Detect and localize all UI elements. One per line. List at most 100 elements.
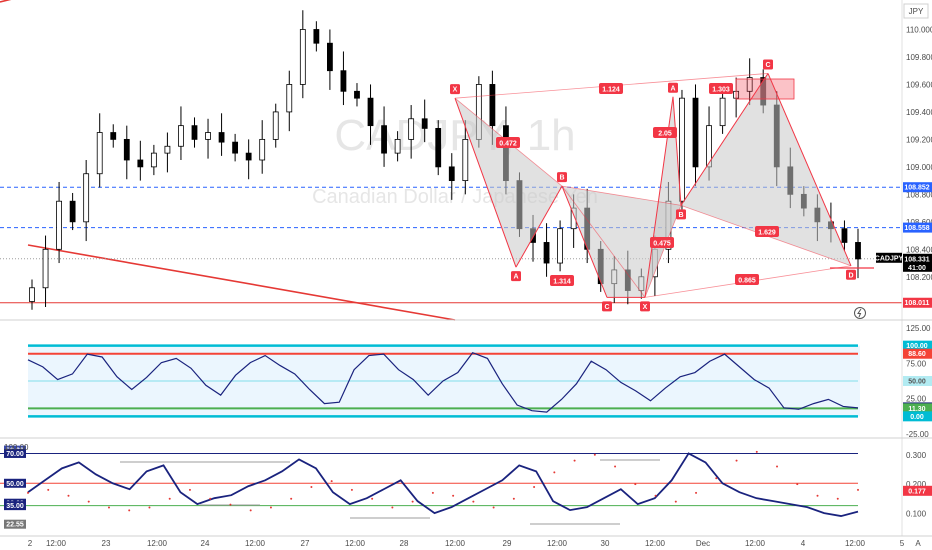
candle-up — [272, 111, 279, 140]
pattern-wing — [455, 98, 562, 268]
candle-up — [394, 138, 401, 154]
osc2-left-tag-box — [4, 519, 26, 529]
osc1-tag: 88.60 — [908, 351, 926, 358]
pattern-leg — [672, 96, 682, 206]
currency-label-box: JPY — [903, 3, 929, 19]
candle-down — [340, 70, 347, 92]
ratio-label: 1.629 — [758, 230, 776, 237]
osc2-dot — [452, 494, 455, 497]
candle-down — [421, 118, 428, 129]
ratio-box — [653, 127, 677, 138]
symbol-tag-box — [876, 252, 902, 263]
pattern-point-box — [668, 82, 678, 93]
price-tick-label: 108.800 — [906, 190, 932, 199]
pattern-leg — [767, 73, 852, 266]
ratio-box — [599, 83, 623, 94]
ratio-box — [496, 137, 520, 148]
time-axis[interactable]: 2 12:00 23 12:00 24 12:00 27 12:00 28 12:00 29 12:0… — [28, 539, 922, 548]
price-tag: 108.331 — [904, 256, 929, 263]
osc2-dot — [229, 503, 232, 506]
osc2-left-tag-box — [4, 501, 26, 511]
pattern-ratio-line — [561, 185, 646, 298]
price-tick-label: 109.800 — [906, 53, 932, 62]
time-tick-label: 2 — [28, 539, 33, 548]
pattern-leg — [454, 98, 517, 268]
price-tick-label: 109.200 — [906, 135, 932, 144]
ratio-label: 0.865 — [738, 278, 756, 285]
osc2-dot — [634, 483, 637, 486]
candle-down — [855, 242, 861, 260]
candle-up — [746, 77, 753, 92]
candle-up — [164, 145, 171, 154]
ratio-label: 0.475 — [653, 241, 671, 248]
osc2-left-tag: 50.00 — [6, 481, 24, 488]
price-tag: 108.852 — [904, 185, 929, 192]
candle-up — [408, 118, 415, 140]
pattern-point-label: A — [513, 274, 518, 281]
osc2-dot — [776, 465, 779, 468]
pattern-ratio-line — [561, 185, 682, 206]
osc1-tag-box — [903, 340, 932, 351]
oscillator-pane-1[interactable]: 125.00 75.00 25.00 -25.00 — [27, 324, 931, 439]
osc2-dot — [371, 497, 374, 500]
time-tick-label: 5 — [900, 539, 905, 548]
candle-up — [29, 287, 35, 302]
osc2-dot — [269, 506, 272, 509]
pattern-point-label: B — [678, 212, 683, 219]
candle-down — [435, 127, 442, 168]
time-tick-label: 24 — [201, 539, 210, 548]
osc2-dot — [492, 506, 495, 509]
pattern-point-label: X — [643, 304, 648, 311]
candle-down — [218, 132, 225, 143]
osc2-tick-label: 0.100 — [906, 509, 927, 518]
time-tick-label: 4 — [801, 539, 806, 548]
osc2-dot — [755, 450, 758, 453]
candle-up — [679, 97, 685, 202]
osc2-left-tag: 22.55 — [6, 522, 24, 529]
osc2-dot — [472, 500, 475, 503]
osc2-dot — [67, 494, 70, 497]
candle-down — [232, 141, 239, 154]
candle-down — [381, 125, 387, 154]
ratio-box — [650, 237, 674, 248]
candle-down — [327, 42, 333, 72]
time-tick-label: 12:00 — [845, 539, 866, 548]
osc1-tag-box — [903, 411, 932, 422]
osc2-dot — [614, 465, 617, 468]
ratio-box — [735, 274, 759, 285]
pattern-point-box — [676, 209, 686, 220]
time-tick-label: 12:00 — [245, 539, 266, 548]
time-tick-label: 12:00 — [745, 539, 766, 548]
candle-up — [150, 152, 157, 168]
candle-down — [692, 97, 699, 168]
time-tick-label: 30 — [601, 539, 610, 548]
price-tag-box — [903, 222, 932, 233]
oscillator-pane-2[interactable]: 0.300 0.200 0.100 — [0, 450, 927, 525]
osc2-dot — [431, 491, 434, 494]
osc2-dot — [593, 453, 596, 456]
osc2-dot — [209, 497, 212, 500]
axis-price-tags: 108.852 108.558 CADJPY 108.331 41:00 108.011 1… — [4, 182, 932, 529]
symbol-tag: CADJPY — [875, 255, 904, 262]
osc2-dot — [796, 483, 799, 486]
harmonic-pattern[interactable]: X A B C X A B C D 0.472 1.314 1.124 0.475 2.05 1.303 1.… — [450, 59, 874, 312]
candle-down — [191, 125, 198, 140]
osc2-tick-label: 0.200 — [906, 480, 927, 489]
pattern-wing — [681, 73, 851, 266]
candle-down — [543, 242, 550, 264]
osc2-dot — [695, 491, 698, 494]
alert-icon[interactable] — [854, 307, 866, 319]
osc2-right-tag-box — [903, 485, 932, 496]
osc1-tick-label: 75.00 — [906, 359, 927, 368]
osc2-dot — [128, 509, 131, 512]
pattern-leg — [561, 185, 608, 298]
osc2-dot — [188, 488, 191, 491]
osc2-dot — [573, 459, 576, 462]
pattern-point-label: X — [453, 87, 458, 94]
osc2-right-tag: 0.177 — [908, 488, 926, 495]
price-tick-label: 110.000 — [906, 25, 932, 34]
osc2-left-tag: 70.00 — [6, 451, 24, 458]
osc2-left-tag-box — [4, 478, 26, 488]
trendline — [27, 244, 456, 321]
candle-up — [286, 84, 293, 113]
